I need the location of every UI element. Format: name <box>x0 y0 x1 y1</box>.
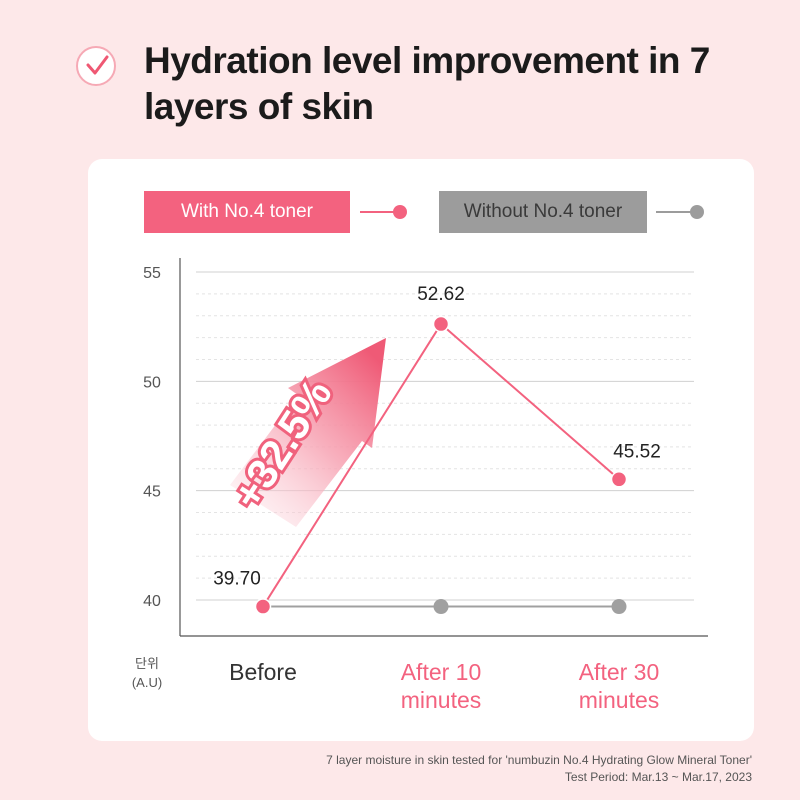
y-tick-label: 45 <box>143 484 161 501</box>
unit-label: 단위 <box>135 656 159 671</box>
footnote: 7 layer moisture in skin tested for 'num… <box>192 752 752 786</box>
y-tick-label: 40 <box>143 593 161 610</box>
x-tick-label: After 10 <box>401 659 482 685</box>
y-tick-labels: 40 45 50 55 <box>143 265 161 610</box>
checkmark-circle-icon <box>76 46 116 86</box>
chart-card <box>88 159 754 741</box>
unit-label-sub: (A.U) <box>132 675 162 690</box>
x-tick-label: After 30 <box>579 659 660 685</box>
series: 39.70 52.62 45.52 <box>213 284 661 615</box>
y-tick-label: 55 <box>143 265 161 282</box>
footnote-line-1: 7 layer moisture in skin tested for 'num… <box>326 753 752 767</box>
grid-lines <box>196 271 694 601</box>
series-without-point <box>433 599 449 615</box>
data-label: 39.70 <box>213 569 261 590</box>
legend-without-line <box>656 211 694 213</box>
page-title: Hydration level improvement in 7 layers … <box>144 40 710 127</box>
data-label: 45.52 <box>613 441 661 462</box>
data-label: 52.62 <box>417 284 465 305</box>
legend-with-label: With No.4 toner <box>144 191 350 233</box>
y-tick-label: 50 <box>143 374 161 391</box>
series-without-point <box>611 599 627 615</box>
x-tick-label: Before <box>229 659 297 685</box>
legend-without-label: Without No.4 toner <box>439 191 647 233</box>
series-with-point <box>610 471 628 488</box>
footnote-line-2: Test Period: Mar.13 ~ Mar.17, 2023 <box>564 770 752 784</box>
growth-arrow-annotation: +32.5% <box>220 338 386 527</box>
legend-with-dot <box>393 205 407 219</box>
legend-with-line <box>360 211 398 213</box>
growth-arrow-icon <box>230 338 386 527</box>
x-tick-label: minutes <box>579 687 660 713</box>
x-tick-label: minutes <box>401 687 482 713</box>
legend-without-dot <box>690 205 704 219</box>
series-with-point <box>254 598 272 615</box>
series-with-point <box>432 315 450 333</box>
axes <box>179 258 708 637</box>
